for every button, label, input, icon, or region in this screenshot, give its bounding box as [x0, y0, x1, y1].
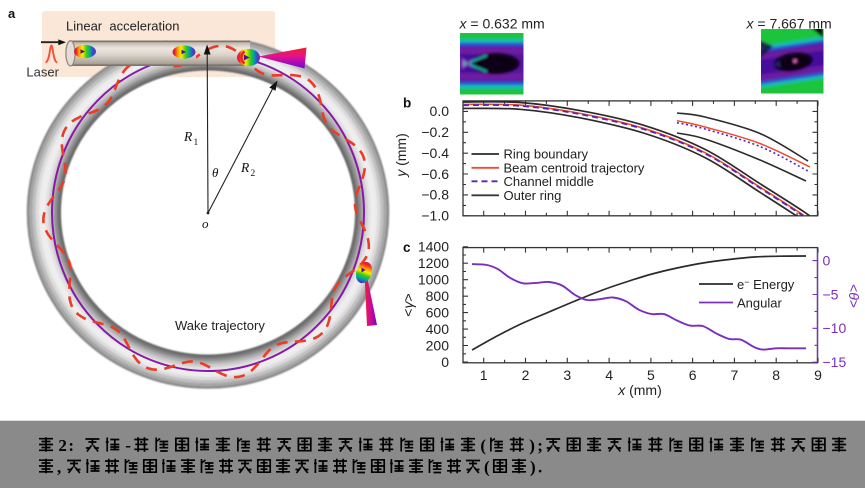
svg-text:1400: 1400: [418, 239, 449, 255]
svg-text:,: ,: [57, 457, 61, 476]
svg-text:Wake trajectory: Wake trajectory: [175, 318, 265, 333]
svg-text:2: 2: [251, 169, 256, 179]
svg-text:4: 4: [605, 367, 613, 383]
svg-text:Ring boundary: Ring boundary: [504, 147, 589, 162]
svg-text:Channel middle: Channel middle: [504, 174, 594, 189]
svg-text:-: -: [125, 436, 131, 455]
svg-text:0: 0: [823, 252, 831, 268]
svg-text:b: b: [403, 96, 411, 111]
svg-text:2: 2: [522, 367, 530, 383]
svg-text:2: 2: [58, 436, 67, 455]
svg-text:−5: −5: [823, 286, 839, 302]
svg-text:−0.6: −0.6: [421, 166, 449, 182]
svg-text:e− Energy: e− Energy: [737, 277, 795, 292]
svg-text:Linear acceleration: Linear acceleration: [66, 19, 179, 34]
svg-text:200: 200: [426, 337, 450, 353]
svg-text:<γ>: <γ>: [400, 293, 416, 316]
svg-text:a: a: [8, 6, 16, 21]
svg-text:x (mm): x (mm): [617, 382, 662, 398]
svg-text:y (mm): y (mm): [393, 133, 409, 178]
svg-text:Laser: Laser: [26, 65, 59, 80]
svg-text:Outer ring: Outer ring: [504, 188, 562, 203]
svg-text:−10: −10: [823, 320, 847, 336]
svg-text:9: 9: [814, 367, 822, 383]
svg-text:): ): [529, 436, 535, 455]
svg-text:Beam centroid trajectory: Beam centroid trajectory: [504, 160, 645, 175]
svg-text:1000: 1000: [418, 272, 449, 288]
svg-text:): ): [530, 457, 536, 476]
svg-text:θ: θ: [212, 165, 219, 180]
svg-text:<θ>: <θ>: [846, 284, 862, 308]
svg-text:−15: −15: [823, 354, 847, 370]
svg-text:R: R: [183, 129, 193, 144]
svg-text:400: 400: [426, 321, 450, 337]
svg-text:−0.4: −0.4: [421, 145, 449, 161]
svg-text:c: c: [403, 240, 411, 255]
svg-text:7: 7: [731, 367, 739, 383]
svg-text:5: 5: [647, 367, 655, 383]
svg-text:R: R: [240, 160, 250, 175]
svg-text:.: .: [538, 457, 542, 476]
svg-text:;: ;: [537, 436, 543, 455]
svg-text:x = 7.667 mm: x = 7.667 mm: [746, 16, 832, 32]
svg-text:0: 0: [441, 354, 449, 370]
svg-text:(: (: [484, 457, 490, 476]
svg-text:800: 800: [426, 288, 450, 304]
svg-text:−0.8: −0.8: [421, 187, 449, 203]
svg-text:8: 8: [772, 367, 780, 383]
svg-text:6: 6: [689, 367, 697, 383]
svg-text:1: 1: [194, 138, 199, 148]
svg-text:3: 3: [563, 367, 571, 383]
svg-text:1200: 1200: [418, 255, 449, 271]
svg-text:0.0: 0.0: [430, 103, 450, 119]
svg-text:−1.0: −1.0: [421, 208, 449, 224]
svg-text:o: o: [202, 216, 209, 231]
svg-text::: :: [68, 436, 74, 455]
svg-text:−0.2: −0.2: [421, 124, 449, 140]
svg-text:600: 600: [426, 304, 450, 320]
svg-text:1: 1: [480, 367, 488, 383]
svg-text:(: (: [480, 436, 486, 455]
svg-text:Angular: Angular: [737, 296, 782, 311]
svg-text:x = 0.632 mm: x = 0.632 mm: [459, 16, 545, 32]
